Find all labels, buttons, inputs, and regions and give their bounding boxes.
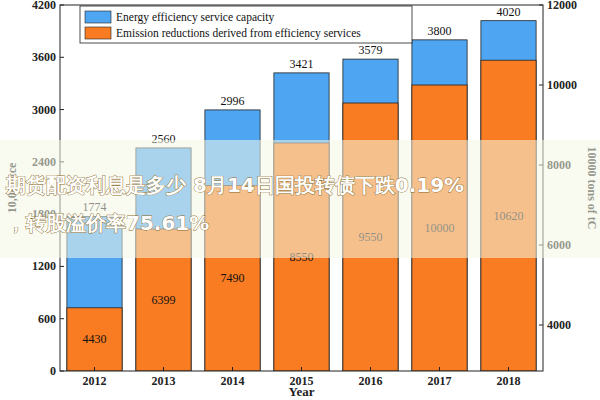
y-tick-label: 1200 — [32, 259, 56, 273]
y-tick — [60, 266, 64, 267]
x-tick — [508, 367, 509, 371]
data-label: 4020 — [497, 5, 521, 19]
x-axis-title: Year — [289, 384, 315, 399]
y-tick-label: 3600 — [32, 50, 56, 64]
data-label: 6399 — [152, 293, 176, 307]
x-tick — [163, 367, 164, 371]
legend-swatch — [85, 11, 111, 23]
x-tick — [232, 367, 233, 371]
legend-label: Energy efficiency service capacity — [116, 11, 275, 24]
watermark-band — [0, 140, 600, 258]
x-tick — [94, 367, 95, 371]
x-tick-label: 2018 — [497, 374, 521, 388]
chart: 1774256029963421357938004020443063997490… — [0, 0, 600, 400]
legend-label: Emission reductions derived from efficie… — [116, 27, 361, 40]
y-tick — [60, 318, 64, 319]
y-tick-label: 3000 — [32, 103, 56, 117]
x-tick — [370, 367, 371, 371]
data-label: 3579 — [359, 43, 383, 57]
bar — [67, 308, 122, 371]
data-label: 7490 — [221, 271, 245, 285]
data-label: 3421 — [290, 57, 314, 71]
y2-tick — [539, 85, 543, 86]
x-tick-label: 2014 — [221, 374, 245, 388]
x-tick-label: 2016 — [359, 374, 383, 388]
y-tick — [60, 57, 64, 58]
y-tick-label: 4200 — [32, 0, 56, 12]
legend-swatch — [85, 27, 111, 39]
legend: Energy efficiency service capacity Emissi… — [80, 6, 412, 43]
x-tick-label: 2017 — [428, 374, 452, 388]
y2-tick-label: 12000 — [547, 0, 577, 12]
y-tick — [60, 5, 64, 6]
data-label: 2996 — [221, 94, 245, 108]
y2-tick-label: 10000 — [547, 78, 577, 92]
y-tick — [60, 109, 64, 110]
y2-tick — [539, 325, 543, 326]
x-tick — [301, 367, 302, 371]
y-tick-label: 600 — [38, 312, 56, 326]
watermark-text: 期货配资利息是多少 8月14日国投转债下跌0.19% — [5, 173, 464, 197]
y2-tick-label: 4000 — [547, 318, 571, 332]
watermark: 期货配资利息是多少 8月14日国投转债下跌0.19% ，转股溢价率75.61% — [0, 140, 600, 258]
legend-box — [80, 6, 412, 43]
y-tick-label: 0 — [50, 364, 56, 378]
x-tick — [439, 367, 440, 371]
x-tick-label: 2013 — [152, 374, 176, 388]
data-label: 3800 — [428, 24, 452, 38]
y-tick — [60, 371, 64, 372]
x-tick-label: 2012 — [83, 374, 107, 388]
y2-tick — [539, 5, 543, 6]
data-label: 4430 — [83, 332, 107, 346]
watermark-text: ，转股溢价率75.61% — [6, 211, 209, 235]
